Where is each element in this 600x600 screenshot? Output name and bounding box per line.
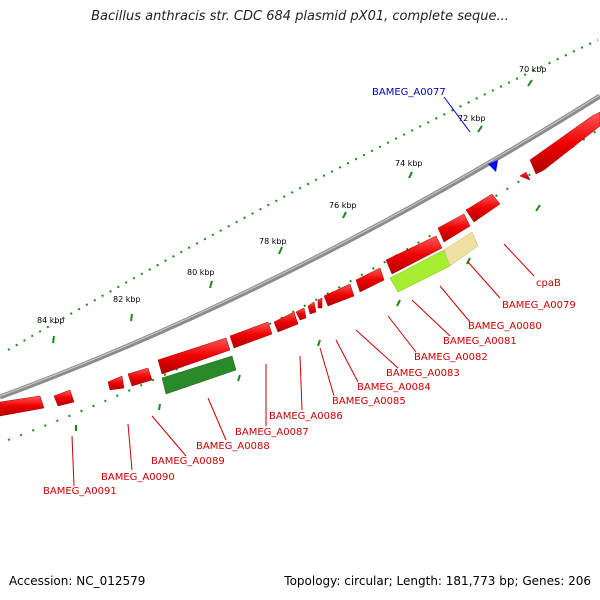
gene-label[interactable]: BAMEG_A0084: [357, 382, 431, 393]
label-leader-blue: [443, 96, 471, 133]
backbone-arc: [0, 93, 600, 400]
ruler-label: 74 kbp: [395, 159, 423, 168]
ruler-label: 70 kbp: [519, 65, 547, 74]
ruler-label: 76 kbp: [329, 201, 357, 210]
gene-arrow[interactable]: [157, 337, 231, 375]
ruler-label: 84 kbp: [37, 316, 65, 325]
gene-arrow[interactable]: [295, 307, 307, 321]
gene-arrow[interactable]: [229, 321, 273, 349]
gene-label[interactable]: BAMEG_A0088: [196, 441, 270, 452]
gene-labels: BAMEG_A0077 cpaB BAMEG_A0079 BAMEG_A0080…: [43, 87, 576, 497]
gene-arrow[interactable]: [529, 111, 600, 175]
gene-arrow[interactable]: [127, 367, 153, 387]
label-leaders: [71, 243, 535, 487]
gene-arrow[interactable]: [385, 235, 443, 275]
gene-dark-green[interactable]: [161, 355, 237, 395]
gene-arrow[interactable]: [519, 171, 531, 181]
gene-label[interactable]: cpaB: [536, 278, 561, 289]
gene-arrow[interactable]: [465, 193, 501, 223]
gene-arrow[interactable]: [107, 375, 125, 391]
ruler-label: 78 kbp: [259, 237, 287, 246]
gene-label[interactable]: BAMEG_A0080: [468, 321, 542, 332]
gene-arrow[interactable]: [317, 297, 323, 309]
gene-blue[interactable]: [488, 160, 498, 172]
map-title: Bacillus anthracis str. CDC 684 plasmid …: [91, 9, 509, 24]
ruler-label: 72 kbp: [458, 114, 486, 123]
gene-arrow[interactable]: [323, 283, 355, 307]
gene-arrow[interactable]: [0, 395, 45, 417]
gene-arrow[interactable]: [307, 301, 317, 315]
gene-label[interactable]: BAMEG_A0089: [151, 456, 225, 467]
gene-label[interactable]: BAMEG_A0083: [386, 368, 460, 379]
major-ticks: [52, 79, 533, 344]
inner-major-ticks: [75, 204, 541, 431]
gene-arrow[interactable]: [355, 267, 385, 293]
gene-arrow[interactable]: [53, 389, 75, 407]
gene-arrow[interactable]: [273, 311, 299, 333]
ruler-label: 80 kbp: [187, 268, 215, 277]
gene-label[interactable]: BAMEG_A0086: [269, 411, 343, 422]
gene-label[interactable]: BAMEG_A0085: [332, 396, 406, 407]
gene-label[interactable]: BAMEG_A0087: [235, 427, 309, 438]
ruler-labels: 70 kbp 72 kbp 74 kbp 76 kbp 78 kbp 80 kb…: [37, 65, 547, 325]
gene-label[interactable]: BAMEG_A0079: [502, 300, 576, 311]
gene-tan[interactable]: [443, 231, 479, 267]
forward-genes: [0, 111, 600, 417]
gene-label[interactable]: BAMEG_A0082: [414, 352, 488, 363]
accession-text: Accession: NC_012579: [9, 574, 146, 588]
ruler-label: 82 kbp: [113, 295, 141, 304]
gene-label[interactable]: BAMEG_A0077: [372, 87, 446, 98]
gene-label[interactable]: BAMEG_A0090: [101, 472, 175, 483]
gene-label[interactable]: BAMEG_A0091: [43, 486, 117, 497]
backbone-highlight: [0, 94, 600, 397]
gene-arrow[interactable]: [437, 213, 471, 243]
gene-label[interactable]: BAMEG_A0081: [443, 336, 517, 347]
summary-text: Topology: circular; Length: 181,773 bp; …: [284, 574, 591, 588]
inner-tick-arc: [7, 129, 599, 441]
